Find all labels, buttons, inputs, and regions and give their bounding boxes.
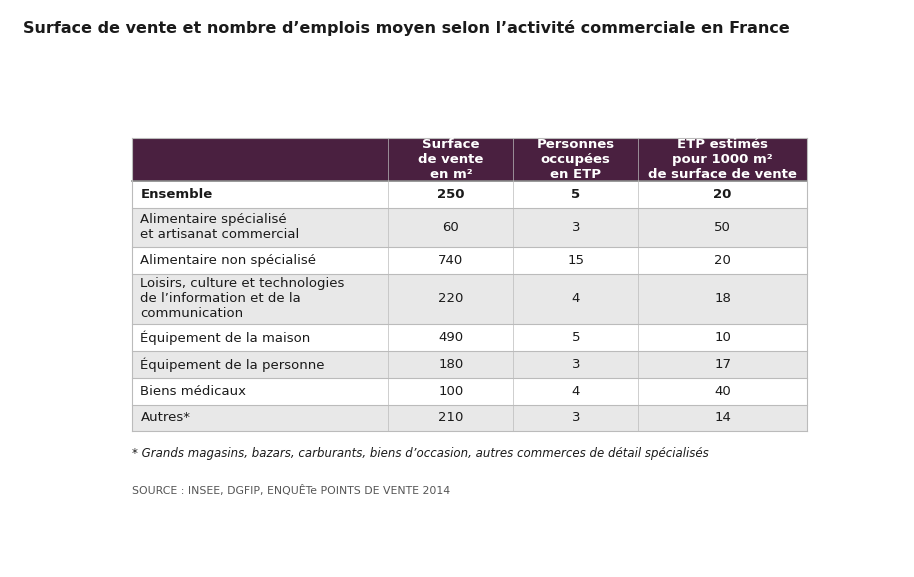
Bar [132, 273, 807, 324]
Text: Alimentaire spécialisé
et artisanat commercial: Alimentaire spécialisé et artisanat comm… [141, 213, 300, 241]
Text: 20: 20 [714, 254, 731, 267]
Text: Équipement de la maison: Équipement de la maison [141, 330, 311, 344]
Text: Personnes
occupées
en ETP: Personnes occupées en ETP [537, 138, 615, 181]
Text: 3: 3 [571, 411, 580, 425]
Text: Surface de vente et nombre d’emplois moyen selon l’activité commerciale en Franc: Surface de vente et nombre d’emplois moy… [23, 20, 790, 36]
Text: 50: 50 [714, 221, 731, 234]
Text: 18: 18 [714, 293, 731, 305]
Text: 14: 14 [714, 411, 731, 425]
Text: Surface
de vente
en m²: Surface de vente en m² [419, 138, 484, 181]
Bar [132, 138, 807, 181]
Bar [132, 324, 807, 351]
Text: 4: 4 [571, 293, 580, 305]
Text: Équipement de la personne: Équipement de la personne [141, 357, 325, 372]
Bar [132, 351, 807, 378]
Text: 20: 20 [714, 188, 732, 201]
Text: Alimentaire non spécialisé: Alimentaire non spécialisé [141, 254, 316, 267]
Text: 210: 210 [438, 411, 463, 425]
Text: Ensemble: Ensemble [141, 188, 213, 201]
Text: 60: 60 [442, 221, 460, 234]
Text: 17: 17 [714, 358, 731, 371]
Text: 3: 3 [571, 221, 580, 234]
Bar [132, 181, 807, 208]
Text: Biens médicaux: Biens médicaux [141, 385, 247, 398]
Text: 40: 40 [714, 385, 731, 398]
Bar [132, 247, 807, 273]
Text: * Grands magasins, bazars, carburants, biens d’occasion, autres commerces de dét: * Grands magasins, bazars, carburants, b… [132, 447, 708, 460]
Bar [132, 208, 807, 247]
Text: Autres*: Autres* [141, 411, 190, 425]
Text: Loisirs, culture et technologies
de l’information et de la
communication: Loisirs, culture et technologies de l’in… [141, 278, 345, 320]
Text: 220: 220 [438, 293, 463, 305]
Text: 490: 490 [439, 331, 463, 344]
Text: 180: 180 [439, 358, 463, 371]
Text: 4: 4 [571, 385, 580, 398]
Text: 15: 15 [568, 254, 584, 267]
Bar [132, 404, 807, 432]
Text: SOURCE : INSEE, DGFIP, ENQUÊTe POINTS DE VENTE 2014: SOURCE : INSEE, DGFIP, ENQUÊTe POINTS DE… [132, 485, 450, 496]
Text: 10: 10 [714, 331, 731, 344]
Text: 3: 3 [571, 358, 580, 371]
Text: 5: 5 [571, 331, 580, 344]
Text: 740: 740 [439, 254, 463, 267]
Text: 100: 100 [439, 385, 463, 398]
Text: 5: 5 [571, 188, 580, 201]
Text: 250: 250 [437, 188, 464, 201]
Text: ETP estimés
pour 1000 m²
de surface de vente: ETP estimés pour 1000 m² de surface de v… [648, 138, 797, 181]
Bar [132, 378, 807, 404]
